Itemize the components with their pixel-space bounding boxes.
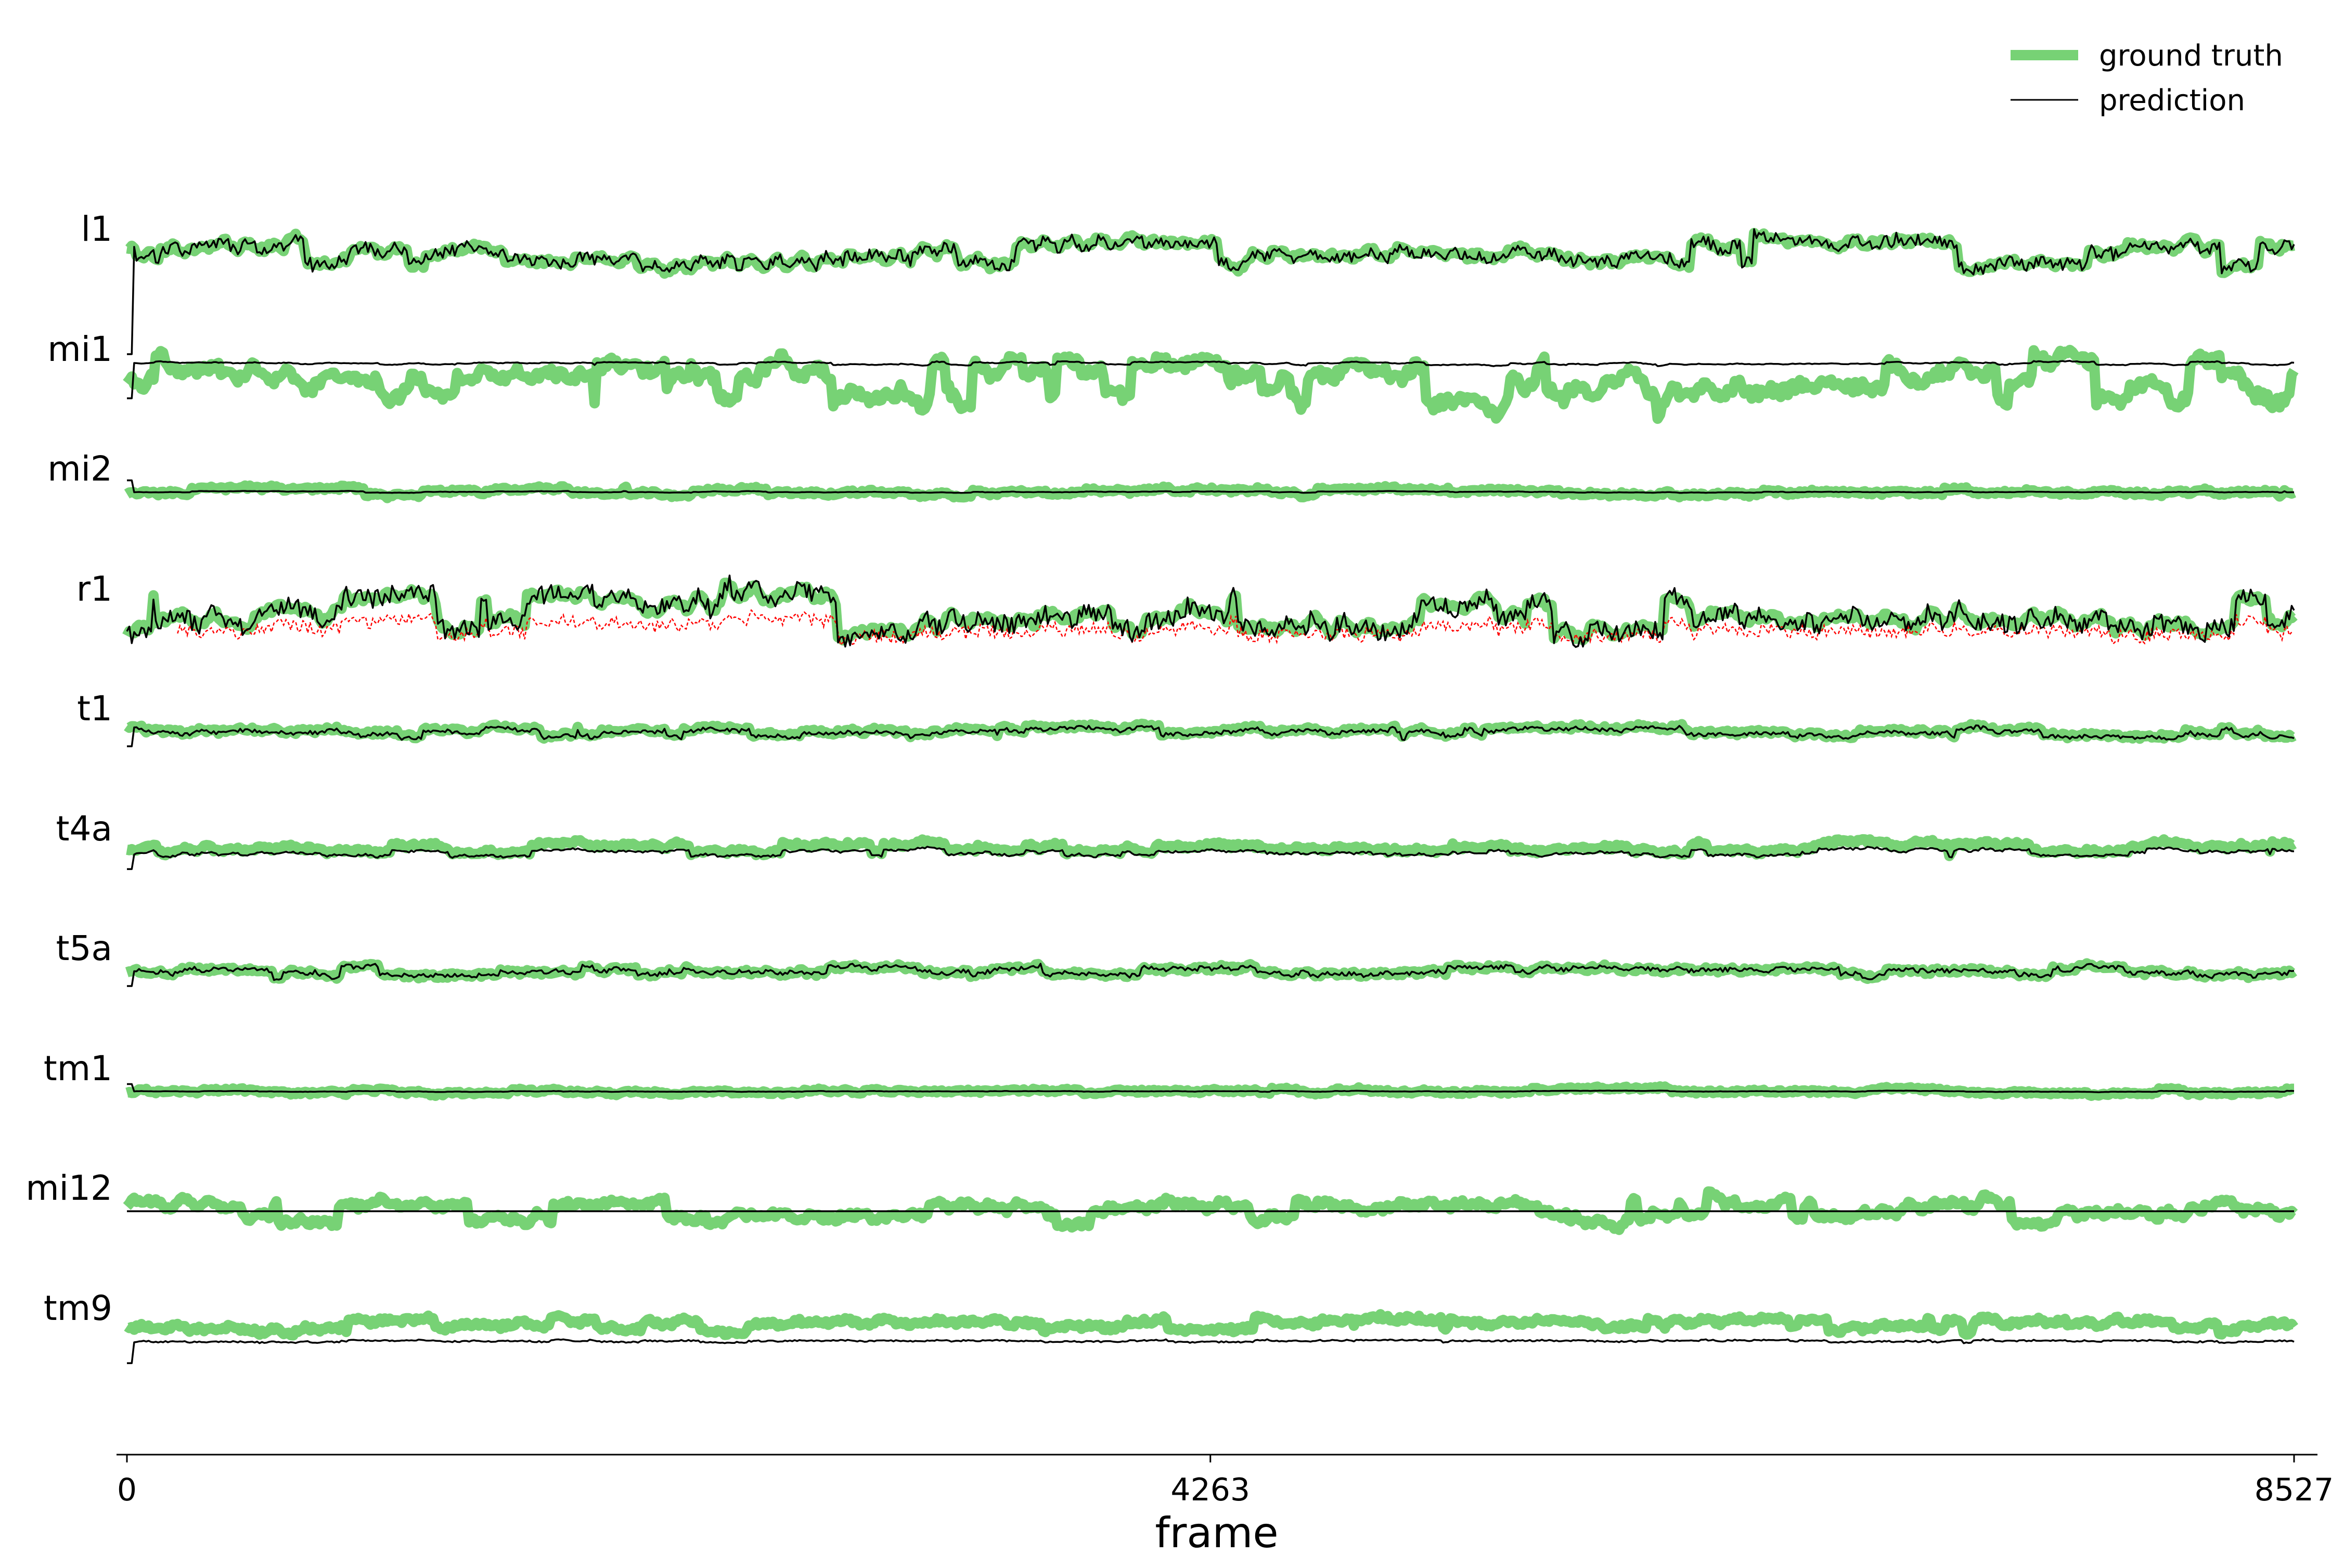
legend-label-ground-truth: ground truth bbox=[2099, 39, 2283, 73]
prediction-line-t1 bbox=[127, 724, 2295, 747]
ground-truth-line-t4a bbox=[124, 834, 2297, 861]
prediction-line-mi2 bbox=[127, 479, 2295, 494]
prediction-line-r1 bbox=[126, 574, 2295, 648]
row-label-t1: t1 bbox=[77, 689, 112, 729]
row-label-mi2: mi2 bbox=[47, 449, 112, 489]
prediction-line-l1 bbox=[127, 228, 2295, 355]
ground-truth-line-mi1 bbox=[123, 345, 2299, 424]
ground-truth-line-mi12 bbox=[123, 1186, 2298, 1235]
x-axis-title: frame bbox=[1155, 1509, 1278, 1557]
traces bbox=[122, 228, 2299, 1364]
x-axis: 0 4263 8527 frame bbox=[117, 1454, 2334, 1557]
row-label-l1: l1 bbox=[81, 209, 112, 249]
trace-row-mi2 bbox=[124, 479, 2297, 503]
prediction-line-mi1 bbox=[127, 360, 2295, 399]
row-label-tm9: tm9 bbox=[44, 1288, 112, 1328]
x-ticks: 0 4263 8527 bbox=[117, 1455, 2334, 1508]
trace-row-mi1 bbox=[123, 345, 2299, 424]
row-label-mi12: mi12 bbox=[25, 1168, 112, 1208]
legend-label-prediction: prediction bbox=[2099, 84, 2245, 118]
row-labels: l1 mi1 mi2 r1 t1 t4a t5a tm1 mi12 tm9 bbox=[25, 209, 112, 1328]
row-label-tm1: tm1 bbox=[44, 1048, 112, 1088]
trace-row-tm1 bbox=[124, 1081, 2297, 1101]
secondary-prediction-line-r1 bbox=[177, 609, 2293, 646]
trace-row-t4a bbox=[124, 834, 2297, 870]
prediction-line-t4a bbox=[127, 846, 2295, 870]
x-tick-label: 8527 bbox=[2255, 1472, 2334, 1508]
row-label-t5a: t5a bbox=[56, 928, 112, 968]
trace-row-t5a bbox=[124, 958, 2297, 987]
x-tick-label: 4263 bbox=[1170, 1472, 1250, 1508]
prediction-line-t5a bbox=[127, 963, 2295, 987]
legend: ground truth prediction bbox=[2011, 39, 2283, 118]
x-tick-label: 0 bbox=[117, 1472, 137, 1508]
prediction-line-tm1 bbox=[127, 1083, 2295, 1093]
row-label-r1: r1 bbox=[76, 569, 112, 609]
row-label-t4a: t4a bbox=[56, 809, 112, 849]
ground-truth-line-tm9 bbox=[124, 1309, 2298, 1341]
trace-row-l1 bbox=[124, 228, 2297, 355]
trace-row-r1 bbox=[122, 574, 2298, 648]
trace-row-tm9 bbox=[124, 1309, 2298, 1364]
trace-row-t1 bbox=[124, 718, 2297, 747]
trace-row-mi12 bbox=[123, 1186, 2298, 1235]
prediction-line-tm9 bbox=[127, 1338, 2295, 1364]
row-label-mi1: mi1 bbox=[47, 329, 112, 369]
